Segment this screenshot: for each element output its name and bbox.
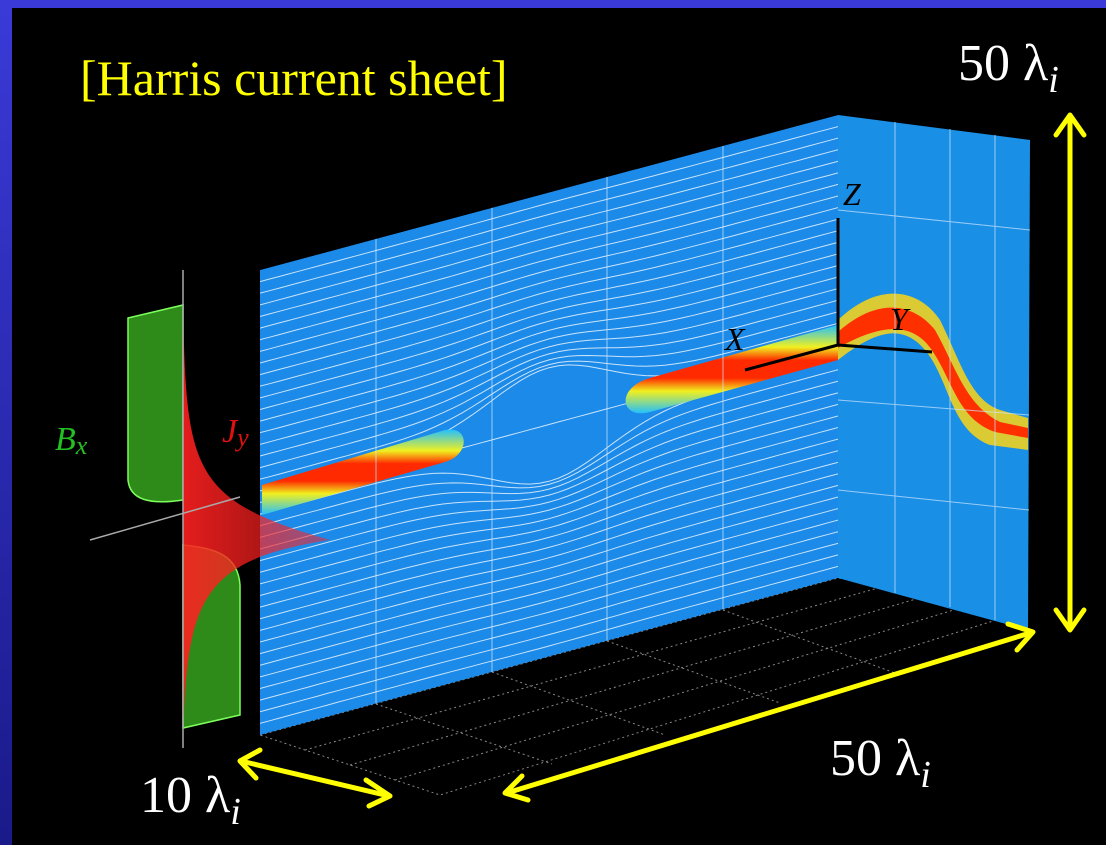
- field-line: [260, 137, 838, 294]
- field-line: [260, 126, 838, 283]
- field-line: [260, 160, 838, 317]
- title: [Harris current sheet]: [80, 50, 508, 106]
- field-line: [260, 450, 838, 608]
- field-line: [260, 218, 838, 376]
- field-line: [260, 183, 838, 341]
- length-label: 50 λi: [830, 730, 931, 796]
- field-line: [260, 311, 838, 469]
- field-line: [260, 207, 838, 364]
- field-line: [260, 542, 838, 701]
- current-sheet-right: [625, 325, 838, 414]
- field-line: [260, 427, 838, 585]
- field-line: [260, 195, 838, 352]
- field-line: [260, 403, 838, 562]
- main-plane: [260, 115, 838, 735]
- field-line: [260, 508, 838, 666]
- field-line: [260, 265, 838, 422]
- field-line: [260, 288, 838, 445]
- field-line: [260, 276, 838, 434]
- field-line: [260, 149, 838, 306]
- z-axis-label: Z: [843, 176, 862, 212]
- field-line: [260, 172, 838, 329]
- field-line: [260, 473, 838, 631]
- field-line: [260, 565, 838, 724]
- field-line: [260, 230, 838, 387]
- field-line: [260, 253, 838, 410]
- current-sheet-left: [262, 429, 464, 515]
- field-line: [260, 299, 838, 457]
- field-line: [260, 461, 838, 620]
- profile-plot: [89, 270, 330, 748]
- coordinate-axes: [744, 218, 933, 372]
- jy-label: Jy: [222, 413, 249, 452]
- y-axis-label: Y: [890, 301, 911, 337]
- field-line: [260, 369, 838, 527]
- field-line: [260, 415, 838, 573]
- x-axis-label: X: [723, 321, 746, 357]
- field-line: [260, 241, 838, 399]
- bx-label: Bx: [55, 421, 88, 460]
- height-label: 50 λi: [958, 35, 1059, 101]
- field-line: [260, 380, 838, 538]
- field-line: [260, 392, 838, 550]
- dimension-arrows: [237, 112, 1087, 809]
- field-line: [260, 496, 838, 655]
- field-line: [260, 531, 838, 689]
- field-line: [260, 484, 838, 643]
- field-line: [260, 438, 838, 596]
- field-line: [260, 322, 838, 480]
- field-line: [260, 554, 838, 713]
- field-line: [260, 519, 838, 678]
- side-panel: [837, 115, 1031, 630]
- width-label: 10 λi: [140, 767, 241, 833]
